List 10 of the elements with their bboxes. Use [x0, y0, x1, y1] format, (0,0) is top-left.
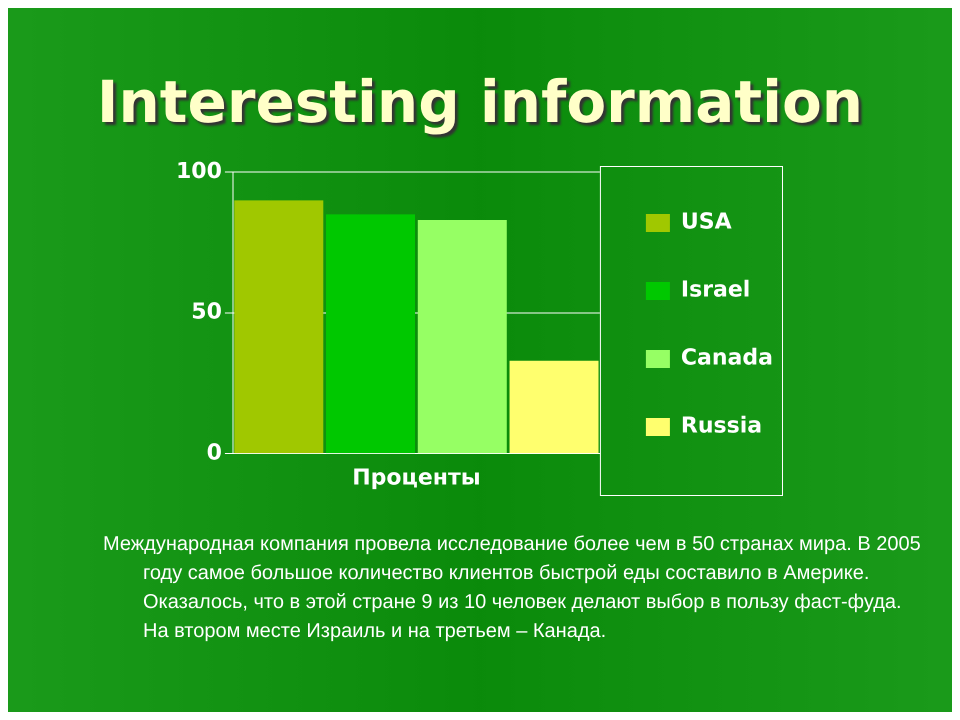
- x-axis-title: Проценты: [352, 466, 481, 491]
- legend-label: USA: [680, 210, 732, 235]
- legend-label: Russia: [680, 414, 762, 439]
- y-tick-label: 100: [176, 158, 222, 184]
- chart-title: Interesting information: [96, 67, 864, 136]
- y-tick-label: 0: [206, 440, 222, 466]
- legend-label: Canada: [680, 346, 773, 371]
- text: Международная компания провела исследование более чем в 50 странах мира. В 2005 году самое большое количество клиентов быстрой еды составило в Америке. Оказалось, что в этой стране 9 из 10 человек делают выбор в пользу фаст-фуда. На втором месте Израиль и на третьем – Канада.: [103, 532, 922, 644]
- legend-label: Israel: [680, 278, 750, 303]
- y-tick-label: 50: [191, 300, 222, 325]
